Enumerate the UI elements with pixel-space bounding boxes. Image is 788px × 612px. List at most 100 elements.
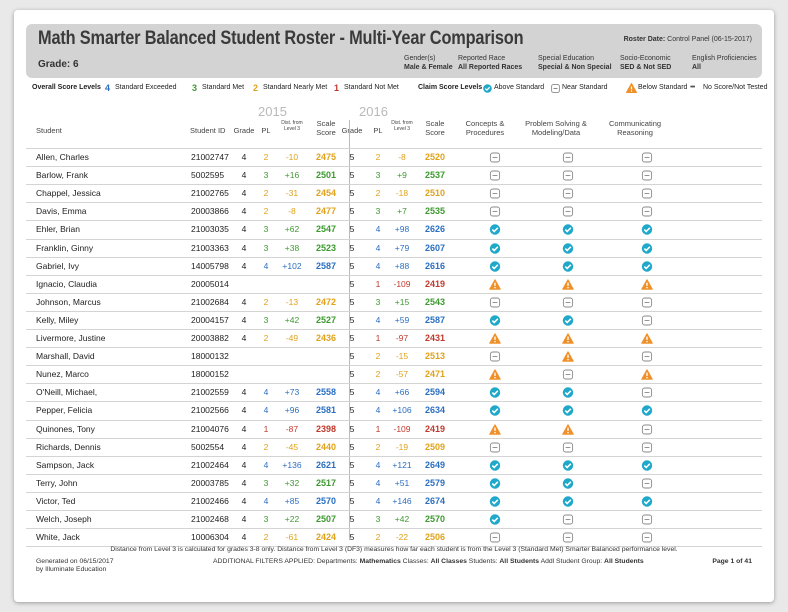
grade-label: Grade: 6 — [38, 59, 79, 70]
distance-from-level3: +7 — [397, 206, 407, 217]
header-text: Grade — [233, 126, 255, 135]
student-name: Ehler, Brian — [36, 224, 80, 235]
above-standard-icon — [562, 315, 574, 326]
near-standard-icon — [489, 170, 501, 181]
filter-sped: Special Education Special & Non Special — [538, 54, 612, 72]
student-name: Marshall, David — [36, 351, 95, 362]
above-standard-icon — [562, 478, 574, 489]
performance-level: 2 — [375, 369, 381, 380]
grade-value: 4 — [241, 242, 247, 253]
scale-score: 2440 — [315, 441, 337, 452]
student-name: Pepper, Felicia — [36, 405, 93, 416]
distance-from-level3: +136 — [282, 459, 302, 470]
table-row: Terry, John 20003785 4 3 +32 2517 5 4 +51 2579 — [26, 473, 762, 492]
performance-level: 2 — [375, 532, 381, 543]
col-student: Student — [36, 126, 116, 135]
scale-score: 2424 — [315, 532, 337, 543]
distance-from-level3: -19 — [395, 441, 409, 452]
grade-value: 5 — [349, 532, 355, 543]
scale-score: 2523 — [315, 242, 337, 253]
group-label: Addl Student Group: — [540, 558, 603, 565]
col-pl-2015: PL — [258, 126, 274, 135]
scale-score: 2513 — [424, 351, 446, 362]
student-name: Victor, Ted — [36, 495, 76, 506]
student-name: Ignacio, Claudia — [36, 278, 97, 289]
distance-from-level3: +42 — [284, 314, 300, 325]
distance-from-level3: +51 — [394, 477, 410, 488]
header-text: Dist. from — [391, 120, 413, 126]
scale-score: 2543 — [424, 296, 446, 307]
distance-from-level3: +22 — [284, 514, 300, 524]
distance-from-level3: -8 — [288, 206, 296, 217]
student-id: 21002466 — [191, 495, 229, 506]
col-claim-concepts: Concepts & Procedures — [452, 119, 518, 137]
above-standard-icon — [489, 496, 501, 507]
student-id: 20005014 — [191, 278, 229, 289]
near-standard-icon — [489, 152, 501, 163]
performance-level: 4 — [375, 405, 381, 416]
table-row: Barlow, Frank 5002595 4 3 +16 2501 5 3 +9 2537 — [26, 166, 762, 184]
grade-value: 4 — [241, 296, 247, 307]
student-name: Franklin, Ginny — [36, 242, 94, 253]
near-standard-icon — [562, 514, 574, 525]
scale-score: 2616 — [424, 260, 446, 271]
distance-from-level3: +79 — [394, 242, 410, 253]
header-text: Concepts & — [465, 119, 505, 128]
above-standard-icon — [489, 514, 501, 525]
scale-score: 2587 — [315, 260, 337, 271]
scale-score: 2649 — [424, 459, 446, 470]
legend-level-label: Standard Not Met — [344, 84, 399, 91]
grade-value: 5 — [349, 495, 355, 506]
performance-level: 4 — [375, 495, 381, 506]
distance-from-level3: +106 — [392, 405, 412, 416]
group-value: All Students — [604, 558, 644, 565]
grade-value: 5 — [349, 387, 355, 398]
grade-value: 4 — [241, 188, 247, 199]
performance-level: 4 — [375, 260, 381, 271]
legend-overall-label: Overall Score Levels — [32, 84, 101, 91]
grade-value: 4 — [241, 459, 247, 470]
distance-from-level3: -31 — [285, 188, 299, 199]
grade-value: 4 — [241, 477, 247, 488]
scale-score: 2674 — [424, 495, 446, 506]
distance-from-level3: +146 — [392, 495, 412, 506]
student-id: 5002554 — [191, 441, 225, 452]
departments-value: Mathematics — [359, 558, 401, 565]
departments-label: Departments: — [316, 558, 358, 565]
header-text: Level 3 — [283, 126, 301, 132]
header-text: Problem Solving & — [525, 119, 587, 128]
student-name: White, Jack — [36, 532, 80, 543]
near-standard-icon — [562, 369, 574, 380]
performance-level: 4 — [375, 459, 381, 470]
performance-level: 4 — [375, 242, 381, 253]
distance-from-level3: +102 — [282, 260, 302, 271]
grade-value: 4 — [241, 152, 247, 162]
scale-score: 2477 — [315, 206, 337, 217]
legend: Overall Score Levels 4 Standard Exceeded… — [32, 83, 767, 96]
near-standard-icon — [641, 351, 653, 362]
performance-level: 2 — [263, 188, 269, 199]
below-standard-icon — [562, 278, 574, 290]
distance-from-level3: -45 — [285, 441, 299, 452]
student-name: Johnson, Marcus — [36, 296, 101, 307]
filter-name: Gender(s) — [404, 55, 436, 62]
legend-level-label: Standard Met — [202, 84, 245, 91]
col-scale-2016: Scale Score — [418, 119, 452, 137]
grade-value: 5 — [349, 333, 355, 343]
table-row: Kelly, Miley 20004157 4 3 +42 2527 5 4 +59 2587 — [26, 310, 762, 329]
legend-claim: Below Standard — [638, 84, 688, 91]
below-standard-icon — [489, 278, 501, 290]
scale-score: 2535 — [424, 206, 446, 217]
table-bottom-border — [26, 546, 762, 548]
header-text: Student ID — [190, 126, 226, 135]
grade-value: 4 — [241, 495, 247, 506]
above-standard-icon — [641, 405, 653, 417]
near-standard-icon — [641, 478, 653, 489]
grade-value: 4 — [241, 333, 247, 343]
distance-from-level3: +85 — [284, 495, 300, 506]
above-standard-icon — [641, 224, 653, 236]
distance-from-level3: +38 — [284, 242, 300, 253]
student-id: 21002464 — [191, 459, 229, 470]
above-standard-icon — [562, 224, 574, 236]
performance-level: 4 — [375, 314, 381, 325]
